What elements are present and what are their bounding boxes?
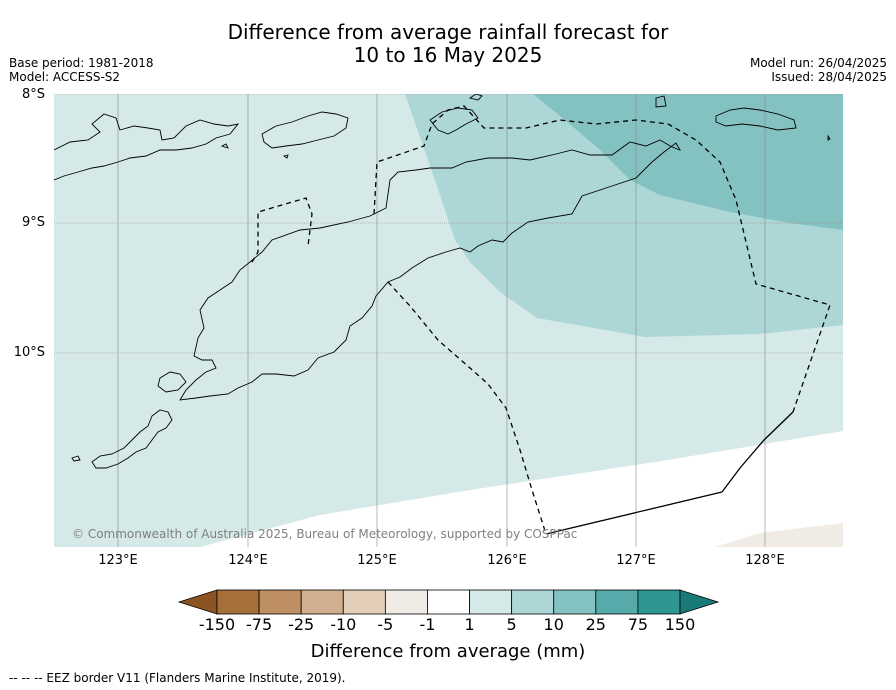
- small-isle-4: [827, 134, 831, 141]
- timor-coast: [179, 139, 682, 401]
- eez-legend: -- -- -- EEZ border V11 (Flanders Marine…: [9, 671, 346, 685]
- colorbar-tick-label: -10: [330, 615, 357, 634]
- fill-neutral: [54, 431, 843, 547]
- small-isle-1: [220, 143, 229, 149]
- colorbar-swatch: [258, 589, 302, 615]
- lon-label-125e: 125°E: [357, 553, 397, 568]
- fill-minus1to5: [715, 523, 843, 547]
- lat-label-8s: 8°S: [21, 87, 45, 102]
- copyright-notice: © Commonwealth of Australia 2025, Bureau…: [72, 527, 578, 541]
- colorbar-tick-label: -25: [288, 615, 315, 634]
- lon-label-126e: 126°E: [487, 553, 527, 568]
- tanimbar-islands: [715, 107, 797, 131]
- colorbar-label: Difference from average (mm): [310, 641, 586, 662]
- graticule: [54, 94, 843, 547]
- colorbar-tick-label: -1: [419, 615, 436, 634]
- colorbar-swatch: [384, 589, 428, 615]
- base-period: Base period: 1981-2018: [9, 56, 154, 70]
- colorbar-tick-label: -150: [198, 615, 236, 634]
- issued-date: Issued: 28/04/2025: [771, 70, 887, 84]
- model-name: Model: ACCESS-S2: [9, 70, 121, 84]
- fill-10to25: [533, 94, 843, 230]
- lon-label-124e: 124°E: [228, 553, 268, 568]
- wetar-north: [468, 94, 483, 101]
- small-isle-2: [282, 154, 289, 159]
- colorbar-tick-label: -75: [246, 615, 273, 634]
- colorbar-swatch: [300, 589, 344, 615]
- ndao-island: [71, 455, 81, 462]
- map-area: [54, 94, 843, 547]
- lon-label-123e: 123°E: [98, 553, 138, 568]
- eez-border: [251, 105, 831, 535]
- flores-islands: [54, 113, 240, 181]
- lon-label-128e: 128°E: [745, 553, 785, 568]
- model-run: Model run: 26/04/2025: [749, 56, 887, 70]
- colorbar-tick-label: 1: [464, 615, 475, 634]
- colorbar-extend-high: [679, 589, 720, 615]
- colorbar-swatch: [427, 589, 470, 615]
- colorbar-tick-label: 75: [627, 615, 649, 634]
- alor-islands: [261, 111, 349, 149]
- colorbar-swatch: [342, 589, 386, 615]
- colorbar-extend-low: [177, 589, 218, 615]
- lon-label-127e: 127°E: [616, 553, 656, 568]
- colorbar-swatch: [216, 589, 260, 615]
- colorbar-swatch: [595, 589, 639, 615]
- rote-island: [91, 409, 173, 469]
- colorbar-tick-label: 5: [506, 615, 517, 634]
- semau-island: [157, 371, 187, 393]
- colorbar-swatch: [469, 589, 513, 615]
- small-isle-3: [655, 95, 667, 108]
- colorbar-tick-label: -5: [377, 615, 394, 634]
- colorbar: [177, 589, 720, 615]
- colorbar-swatch: [637, 589, 681, 615]
- colorbar-tick-label: 150: [664, 615, 696, 634]
- colorbar-tick-label: 25: [585, 615, 606, 634]
- colorbar-tick-label: 10: [543, 615, 564, 634]
- map-title-line2: 10 to 16 May 2025: [353, 43, 543, 67]
- colorbar-swatch: [553, 589, 597, 615]
- lat-label-10s: 10°S: [13, 345, 45, 360]
- colorbar-swatch: [511, 589, 555, 615]
- map-title-line1: Difference from average rainfall forecas…: [227, 20, 669, 44]
- lat-label-9s: 9°S: [21, 215, 45, 230]
